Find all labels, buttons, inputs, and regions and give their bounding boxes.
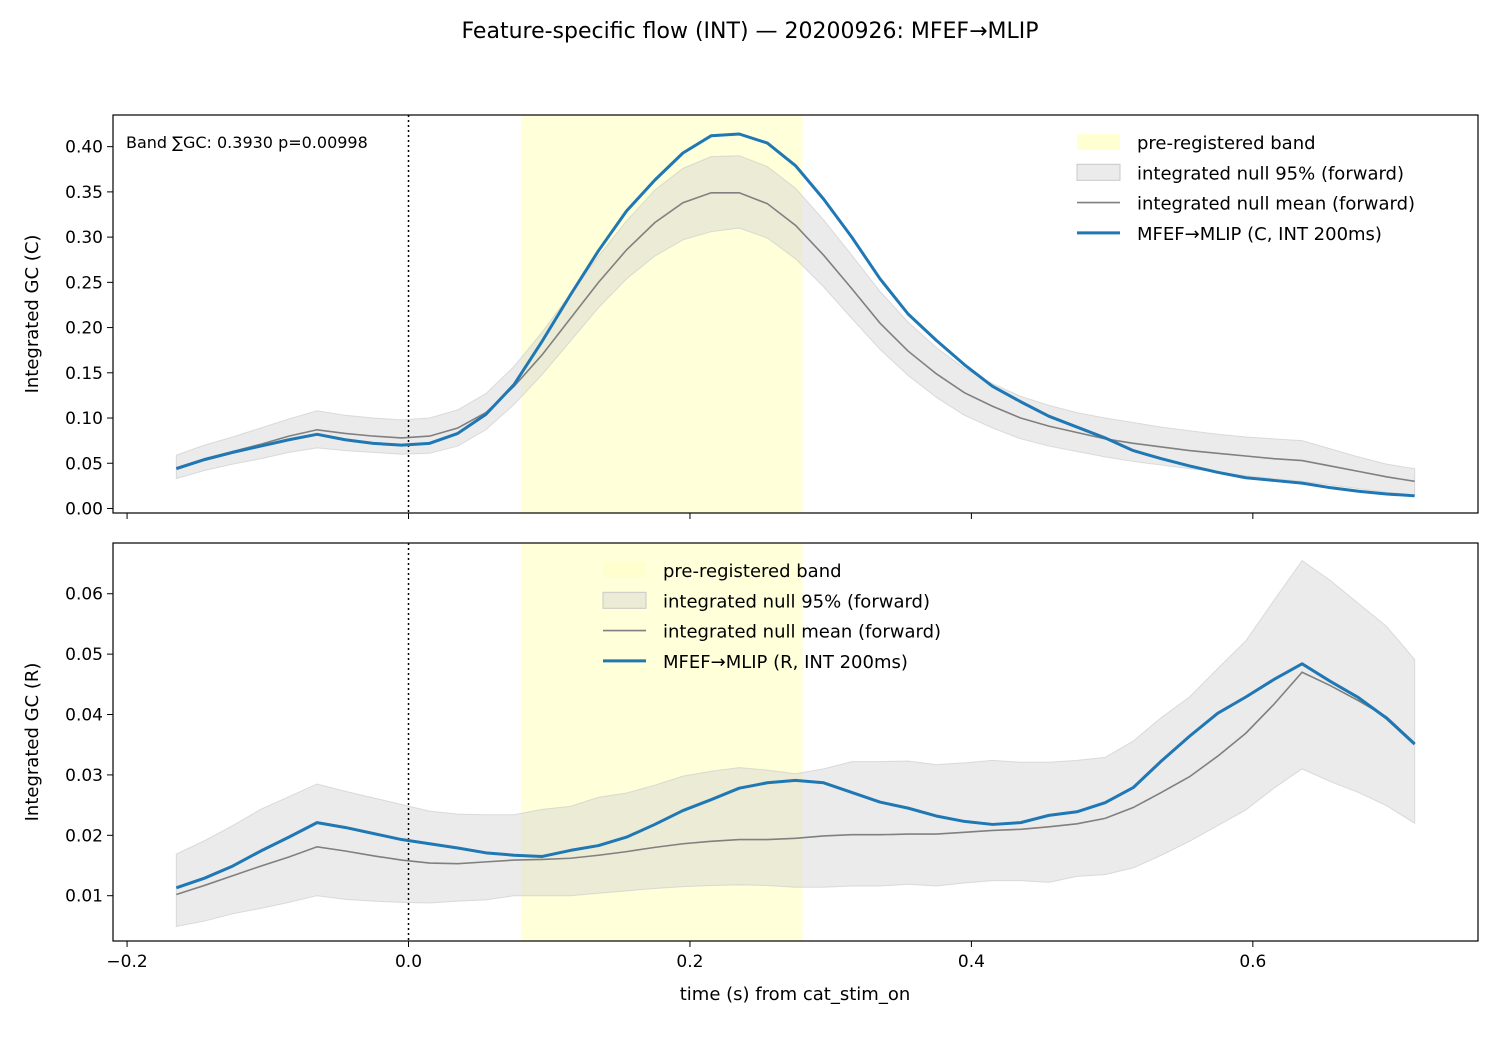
- y-tick-label: 0.06: [65, 585, 103, 605]
- legend-band-label: pre-registered band: [663, 561, 842, 582]
- plot-area: [175, 543, 1416, 941]
- null-mean-line: [176, 671, 1416, 896]
- series-line: [175, 132, 1415, 498]
- figure-title: Feature-specific flow (INT) — 20200926: …: [461, 19, 1038, 44]
- band-annotation: Band ∑GC: 0.3930 p=0.00998: [126, 133, 368, 152]
- y-tick-label: 0.35: [65, 183, 103, 203]
- y-tick-label: 0.02: [65, 826, 103, 846]
- legend-null-ci-swatch: [602, 591, 647, 609]
- y-tick-label: 0.05: [65, 454, 103, 474]
- legend-null-ci-swatch: [1076, 163, 1121, 181]
- y-tick-label: 0.25: [65, 273, 103, 293]
- legend-null-mean-label: integrated null mean (forward): [1137, 194, 1415, 215]
- x-axis-label: time (s) from cat_stim_on: [680, 984, 911, 1005]
- legend-null-mean-label: integrated null mean (forward): [663, 622, 941, 643]
- null-ci-envelope: [175, 559, 1416, 928]
- x-tick-label: 0.2: [676, 952, 703, 972]
- y-tick-label: 0.10: [65, 409, 103, 429]
- x-tick-label: 0.6: [1239, 952, 1266, 972]
- y-tick-label: 0.15: [65, 364, 103, 384]
- axes-frame: [112, 542, 1479, 942]
- y-tick-label: 0.40: [65, 138, 103, 158]
- y-axis-label: Integrated GC (C): [22, 235, 43, 394]
- legend-series-label: MFEF→MLIP (R, INT 200ms): [663, 652, 908, 673]
- pre-registered-band: [521, 115, 803, 513]
- y-tick-label: 0.30: [65, 228, 103, 248]
- legend: pre-registered band integrated null 95% (…: [602, 561, 941, 673]
- axes-frame: [112, 114, 1479, 514]
- legend-null-ci-label: integrated null 95% (forward): [663, 591, 930, 612]
- y-tick-label: 0.20: [65, 319, 103, 339]
- legend-series-label: MFEF→MLIP (C, INT 200ms): [1137, 224, 1382, 245]
- y-axis-label: Integrated GC (R): [22, 663, 43, 822]
- plot-area: [175, 115, 1416, 513]
- null-mean-line: [176, 191, 1415, 483]
- legend: pre-registered band integrated null 95% (…: [1076, 133, 1415, 245]
- legend-null-ci-label: integrated null 95% (forward): [1137, 163, 1404, 184]
- y-tick-label: 0.00: [65, 499, 103, 519]
- legend-band-label: pre-registered band: [1137, 133, 1316, 154]
- series-line: [175, 662, 1416, 890]
- legend-band-swatch: [1077, 134, 1120, 150]
- x-tick-label: −0.2: [106, 952, 147, 972]
- top-panel: 0.00 0.05 0.10 0.15 0.20 0.25 0.30 0.35 0.40 Inte…: [22, 114, 1479, 519]
- bottom-panel: −0.2 0.0 0.2 0.4 0.6 0.01 0.02 0.03 0.04 0.05 0.06…: [22, 542, 1479, 972]
- x-tick-label: 0.0: [395, 952, 422, 972]
- y-tick-label: 0.03: [65, 766, 103, 786]
- x-tick-label: 0.4: [958, 952, 985, 972]
- y-tick-label: 0.01: [65, 887, 103, 907]
- y-tick-label: 0.04: [65, 706, 103, 726]
- legend-band-swatch: [603, 562, 646, 578]
- pre-registered-band: [521, 543, 803, 941]
- y-tick-label: 0.05: [65, 645, 103, 665]
